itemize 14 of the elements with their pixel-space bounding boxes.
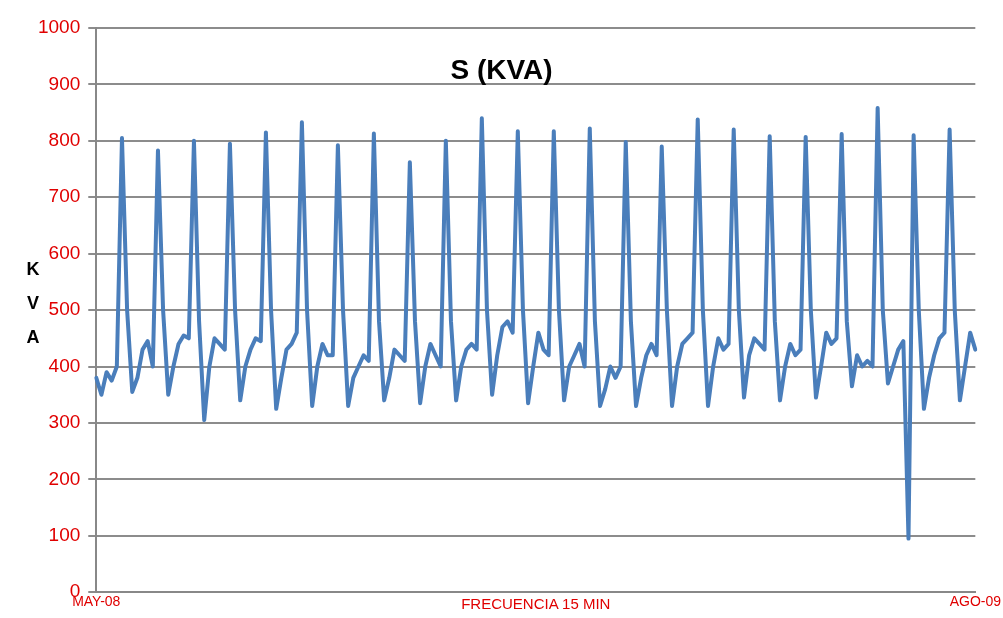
x-tick-label: AGO-09 <box>949 593 1002 610</box>
y-tick-label: 500 <box>48 298 81 320</box>
y-tick-label: 700 <box>48 185 81 207</box>
y-axis-title: KVA <box>26 258 40 349</box>
y-tick-label: 900 <box>48 72 81 94</box>
y-tick-label: 200 <box>48 467 81 489</box>
y-tick-label: 400 <box>48 354 81 376</box>
x-axis-title: FRECUENCIA 15 MIN <box>461 595 611 613</box>
y-tick-label: 800 <box>48 129 81 151</box>
y-tick-label: 1000 <box>37 16 81 38</box>
y-tick-label: 600 <box>48 241 81 263</box>
text: S (KVA) <box>450 54 553 85</box>
y-tick-label: 300 <box>48 411 81 433</box>
y-tick-label: 100 <box>48 524 81 546</box>
